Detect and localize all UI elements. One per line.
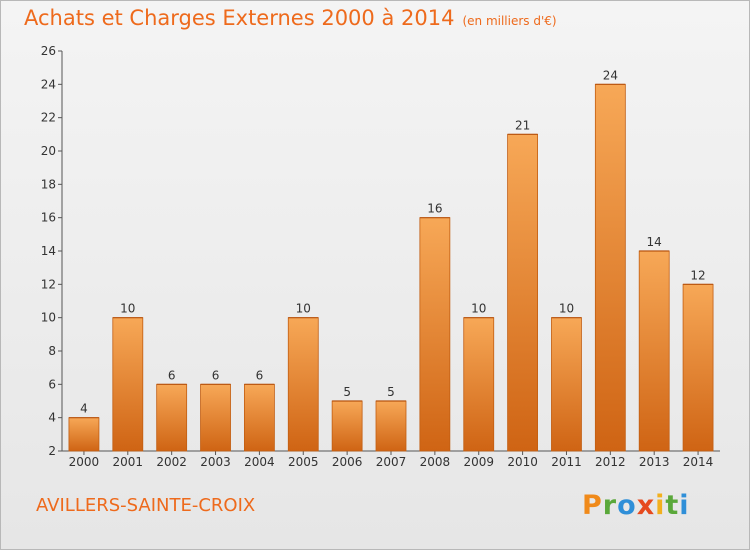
data-label: 14 [647, 235, 662, 249]
x-tick-label: 2014 [683, 455, 714, 469]
data-label: 10 [120, 302, 135, 316]
data-label: 16 [427, 202, 442, 216]
y-tick-label: 20 [41, 144, 56, 158]
x-tick-label: 2006 [332, 455, 363, 469]
x-tick-label: 2004 [244, 455, 275, 469]
chart-title: Achats et Charges Externes 2000 à 2014 (e… [24, 6, 557, 30]
x-tick-label: 2009 [463, 455, 494, 469]
bar [112, 317, 144, 452]
x-tick-label: 2012 [595, 455, 626, 469]
x-tick-label: 2011 [551, 455, 582, 469]
bar [243, 383, 275, 452]
bar [682, 283, 714, 452]
data-label: 10 [296, 302, 311, 316]
data-label: 6 [168, 368, 176, 382]
data-label: 4 [80, 402, 88, 416]
bar [375, 400, 407, 452]
y-tick-label: 16 [41, 211, 56, 225]
data-label: 10 [471, 302, 486, 316]
data-label: 5 [343, 385, 351, 399]
x-tick-label: 2010 [507, 455, 538, 469]
title-text: Achats et Charges Externes 2000 à 2014 [24, 6, 455, 30]
y-tick-label: 12 [41, 277, 56, 291]
commune-name: AVILLERS-SAINTE-CROIX [36, 495, 256, 516]
y-tick-label: 2 [48, 444, 56, 458]
data-label: 21 [515, 118, 530, 132]
bar [331, 400, 363, 452]
y-tick-label: 4 [48, 411, 56, 425]
data-label: 5 [387, 385, 395, 399]
y-tick-label: 10 [41, 311, 56, 325]
bar [551, 317, 582, 452]
x-tick-label: 2003 [200, 455, 231, 469]
data-label: 6 [256, 368, 264, 382]
title-unit: (en milliers d'€) [462, 14, 557, 28]
bar [156, 383, 188, 452]
x-tick-label: 2013 [639, 455, 670, 469]
y-tick-label: 26 [41, 44, 56, 58]
bar [638, 250, 670, 452]
x-tick-label: 2001 [113, 455, 144, 469]
y-tick-label: 22 [41, 111, 56, 125]
bar [200, 383, 231, 452]
bar [507, 133, 539, 452]
x-tick-label: 2000 [69, 455, 100, 469]
bar [287, 317, 319, 452]
x-tick-label: 2002 [156, 455, 187, 469]
data-label: 10 [559, 302, 574, 316]
data-label: 12 [690, 268, 705, 282]
data-label: 6 [212, 368, 220, 382]
y-tick-label: 14 [41, 244, 56, 258]
y-tick-label: 6 [48, 377, 56, 391]
data-label: 24 [603, 68, 618, 82]
proxiti-logo: Proxiti [582, 490, 690, 521]
bar [68, 417, 100, 452]
bar [419, 217, 451, 452]
x-tick-label: 2008 [420, 455, 451, 469]
x-tick-label: 2007 [376, 455, 407, 469]
y-tick-label: 24 [41, 77, 56, 91]
bar [463, 317, 495, 452]
y-tick-label: 8 [48, 344, 56, 358]
y-tick-label: 18 [41, 177, 56, 191]
x-tick-label: 2005 [288, 455, 319, 469]
bar [594, 83, 626, 452]
